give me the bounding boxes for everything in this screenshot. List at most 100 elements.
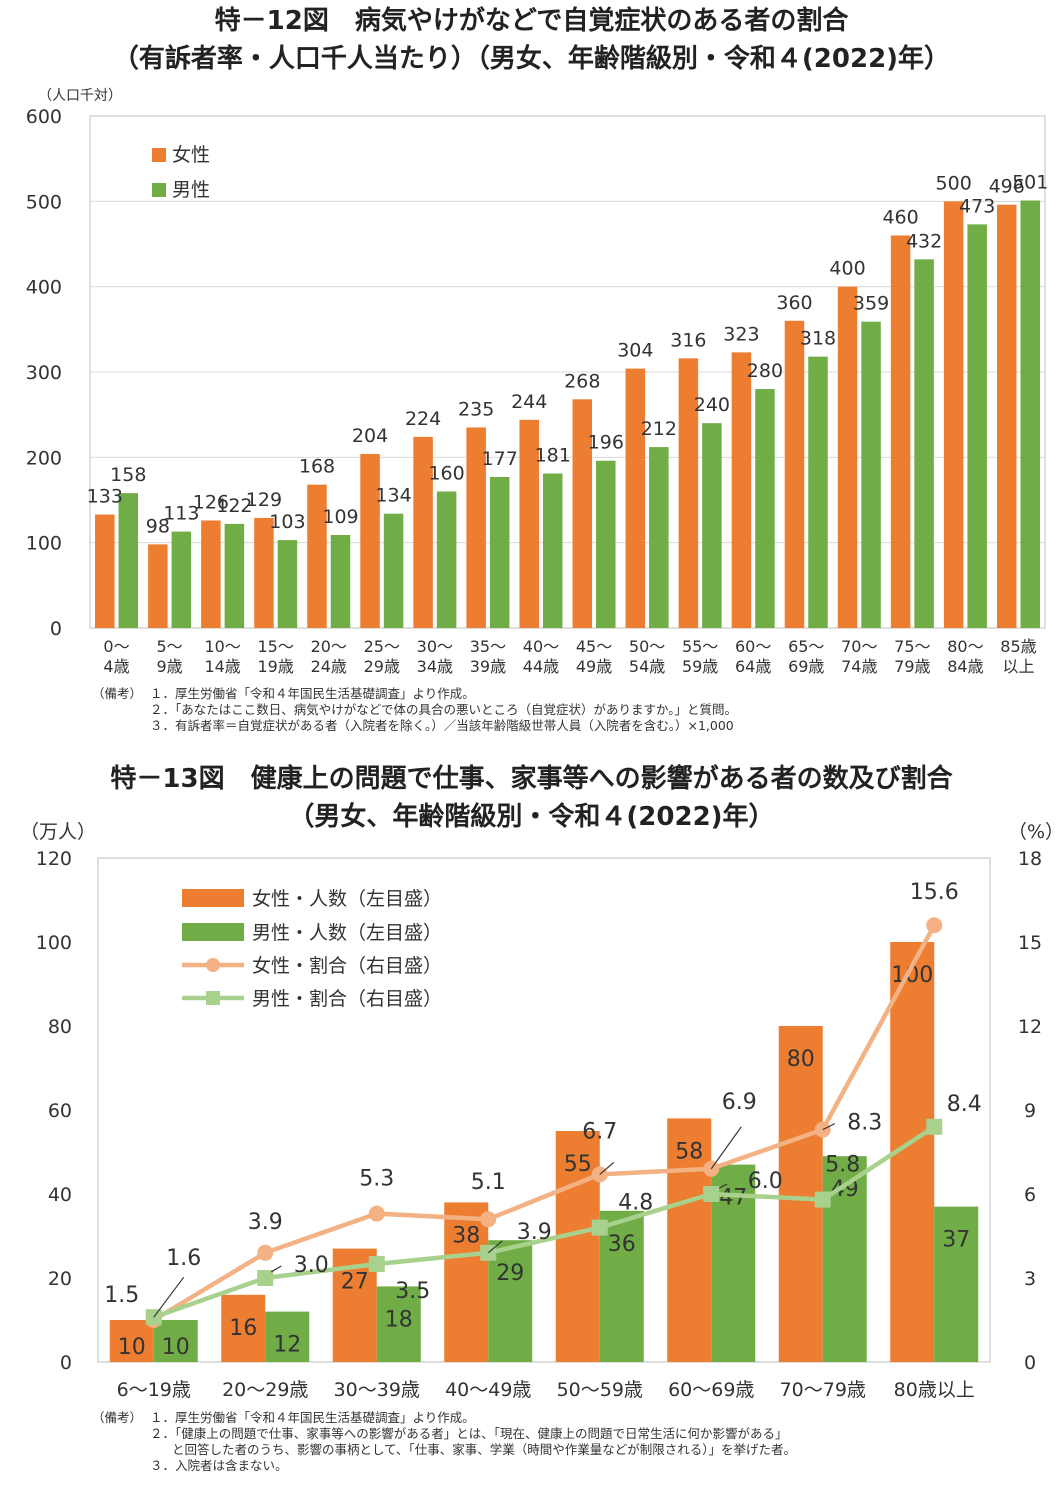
chart1-data-label-female: 460 — [882, 206, 918, 228]
chart2-line-female-rate — [152, 924, 937, 1322]
chart1-bar-male — [118, 493, 139, 628]
chart2-marker-male-rate — [368, 1256, 385, 1272]
chart2-data-label-male-count: 36 — [608, 1232, 636, 1257]
chart2-data-label-female-rate: 15.6 — [910, 880, 959, 905]
chart2-bar-male — [934, 1206, 979, 1362]
chart2-data-label-male-rate: 6.0 — [748, 1169, 783, 1194]
chart2-leader-line — [153, 1276, 185, 1318]
chart1-bar-male — [649, 447, 669, 628]
chart2-data-label-male-count: 47 — [719, 1186, 747, 1211]
chart1-data-label-female: 360 — [776, 292, 812, 314]
chart1-y-tick-label: 100 — [26, 533, 62, 555]
chart2-bar-female — [109, 1320, 154, 1362]
chart1-data-label-male: 177 — [482, 448, 518, 470]
chart1-bar-female — [95, 514, 115, 628]
chart1-x-tick-label: 14歳 — [204, 657, 240, 676]
chart1-x-tick-label: 54歳 — [629, 657, 665, 676]
chart2-data-label-female-count: 55 — [564, 1152, 592, 1177]
chart1-bar-male — [383, 513, 404, 628]
chart1-data-label-female: 129 — [246, 489, 282, 511]
chart1-note-text: １．厚生労働省「令和４年国民生活基礎調査」より作成。 — [150, 686, 475, 701]
chart1-bar-female — [360, 453, 380, 628]
chart1-x-tick-label: 15～ — [258, 637, 294, 656]
chart1-bar-female — [784, 320, 805, 628]
chart2-data-label-female-count: 80 — [787, 1047, 815, 1072]
chart1-y-tick-label: 300 — [26, 362, 62, 384]
chart2-bar-female — [555, 1131, 600, 1362]
chart2-note-row: （備考） １．厚生労働省「令和４年国民生活基礎調査」より作成。 — [92, 1410, 1052, 1426]
chart1-bar-male — [861, 321, 881, 628]
chart2-data-label-female-count: 27 — [341, 1270, 369, 1295]
chart2-data-label-female-count: 10 — [118, 1335, 146, 1360]
chart2-notes: （備考） １．厚生労働省「令和４年国民生活基礎調査」より作成。 ２．「健康上の問題で… — [92, 1410, 1052, 1474]
chart2-bar-female — [667, 1118, 712, 1362]
chart1-x-tick-label: 24歳 — [311, 657, 347, 676]
chart2-note-row: ２．「健康上の問題で仕事、家事等への影響がある者」とは、「現在、健康上の問題で日… — [92, 1426, 1052, 1442]
chart2-legend-swatch-female-count — [182, 889, 244, 907]
chart1-y-tick-label: 400 — [26, 277, 62, 299]
chart2-y-right-tick-label: 18 — [1018, 848, 1042, 870]
chart1-data-label-male: 196 — [588, 432, 624, 454]
chart1-bar-female — [678, 358, 699, 628]
chart1-legend-swatch-female — [152, 148, 166, 162]
chart1-data-label-male: 109 — [322, 506, 358, 528]
chart1-note-label: （備考） — [92, 686, 143, 701]
chart1-data-label-male: 359 — [853, 293, 889, 315]
chart2-data-label-female-rate: 5.3 — [359, 1167, 394, 1192]
chart1-x-tick-label: 10～ — [204, 637, 240, 656]
chart2-marker-female-rate — [257, 1244, 274, 1261]
chart2-marker-female-rate — [368, 1205, 385, 1222]
chart1-legend-swatch-male — [152, 183, 166, 197]
chart1-bar-female — [731, 352, 752, 628]
chart1-notes: （備考） １．厚生労働省「令和４年国民生活基礎調査」より作成。 ２．「あなたはここ数… — [92, 686, 1052, 734]
chart1-y-axis-label: （人口千対） — [38, 88, 122, 104]
chart1-bar-female — [943, 201, 964, 629]
chart2-x-tick-label: 50～59歳 — [557, 1379, 643, 1401]
chart2-y-left-tick-label: 0 — [60, 1352, 72, 1374]
chart2-bar-female — [221, 1294, 266, 1362]
chart1-x-tick-label: 20～ — [311, 637, 347, 656]
chart2-y-left-tick-label: 60 — [48, 1100, 72, 1122]
chart2-leader-line — [270, 1265, 282, 1273]
chart2-plot-area — [97, 857, 991, 1363]
chart1-bar-male — [914, 259, 934, 628]
chart2-y-left-tick-label: 20 — [48, 1268, 72, 1290]
chart1-bar-female — [466, 427, 486, 628]
chart1-data-label-female: 235 — [458, 398, 494, 420]
chart1-data-label-female: 98 — [146, 515, 170, 537]
chart2-x-tick-label: 40～49歳 — [445, 1379, 531, 1401]
chart2-x-tick-label: 30～39歳 — [334, 1379, 420, 1401]
chart2-x-tick-label: 80歳以上 — [894, 1379, 975, 1401]
chart1-x-tick-label: 45～ — [576, 637, 612, 656]
chart2-y-right-axis-label: （%） — [1008, 821, 1063, 843]
chart2-note-row: ３．入院者は含まない。 — [92, 1458, 1052, 1474]
chart2-data-label-male-rate: 5.8 — [825, 1153, 860, 1178]
chart1-note-row: ２．「あなたはここ数日、病気やけがなどで体の具合の悪いところ（自覚症状）がありま… — [92, 702, 1052, 718]
chart1-note-row: （備考） １．厚生労働省「令和４年国民生活基礎調査」より作成。 — [92, 686, 1052, 702]
chart2-bar-male — [599, 1210, 644, 1362]
chart1-bar-male — [808, 356, 828, 628]
chart1-data-label-male: 212 — [641, 418, 677, 440]
chart2-note-text: １．厚生労働省「令和４年国民生活基礎調査」より作成。 — [150, 1410, 475, 1425]
chart1-x-tick-label: 19歳 — [258, 657, 294, 676]
chart1-data-label-female: 204 — [352, 425, 388, 447]
chart1-x-tick-label: 64歳 — [735, 657, 771, 676]
chart1-x-tick-label: 30～ — [417, 637, 453, 656]
chart1-bar-female — [413, 436, 433, 628]
chart2-marker-male-rate — [703, 1186, 720, 1202]
chart1-x-tick-label: 60～ — [735, 637, 771, 656]
chart1-y-tick-label: 600 — [26, 106, 62, 128]
chart1-data-label-female: 316 — [670, 329, 706, 351]
chart1-bar-female — [307, 484, 327, 628]
chart2-data-label-female-count: 58 — [675, 1139, 703, 1164]
chart2-marker-male-rate — [926, 1118, 943, 1135]
chart2-legend-marker-male-rate — [206, 991, 220, 1005]
chart2-note-text: ３．入院者は含まない。 — [150, 1458, 288, 1473]
chart1-data-label-male: 181 — [535, 445, 571, 467]
chart2-y-right-tick-label: 9 — [1024, 1100, 1036, 1122]
chart1-data-label-male: 432 — [906, 230, 942, 252]
chart1-data-label-male: 134 — [375, 485, 411, 507]
chart1-data-label-male: 240 — [694, 394, 730, 416]
chart2-bar-female — [444, 1202, 489, 1362]
chart1-x-tick-label: 4歳 — [103, 657, 129, 676]
